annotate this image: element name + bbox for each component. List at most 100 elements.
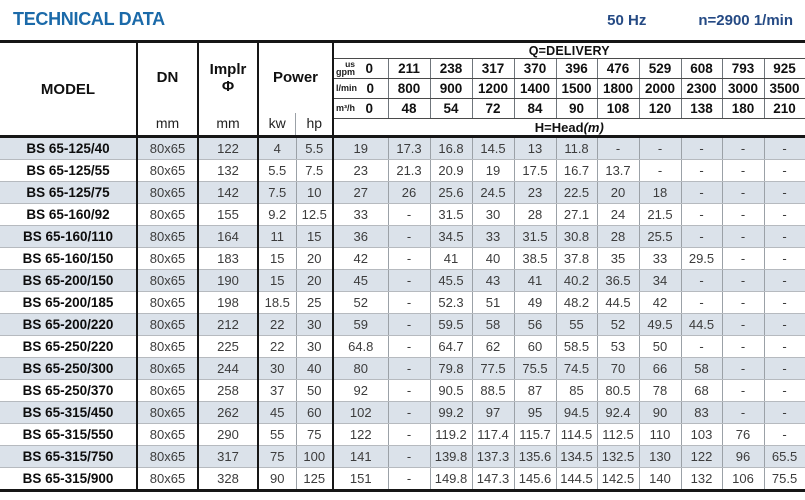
technical-data-table: MODEL DN mm Implr Φ mm Power — [0, 40, 805, 492]
cell-hp: 20 — [295, 247, 334, 270]
cell-implr: 155 — [198, 203, 259, 226]
cell-q0: 102 — [333, 401, 388, 424]
cell-q9: - — [721, 225, 764, 248]
cell-q8: - — [680, 225, 722, 248]
cell-q10: - — [763, 379, 805, 402]
cell-q0: 42 — [333, 247, 388, 270]
frequency-label: 50 Hz — [607, 12, 647, 29]
gpm-value: 317 — [471, 58, 514, 79]
cell-q1: - — [387, 467, 430, 491]
cell-q4: 38.5 — [513, 247, 556, 270]
cell-q9: - — [721, 203, 764, 226]
cell-q3: 40 — [471, 247, 514, 270]
cell-q1: - — [387, 291, 430, 314]
cell-q6: 52 — [596, 313, 639, 336]
cell-q6: 70 — [596, 357, 639, 380]
cell-q2: 90.5 — [429, 379, 472, 402]
cell-q3: 19 — [471, 159, 514, 182]
cell-q1: - — [387, 225, 430, 248]
table-row: BS 65-250/370 80x65 258 37 50 92-90.5 88.5 87 85… — [0, 379, 805, 402]
cell-q7: 50 — [638, 335, 681, 358]
cell-q3: 62 — [471, 335, 514, 358]
cell-q5: 74.5 — [555, 357, 597, 380]
cell-q0: 33 — [333, 203, 388, 226]
cell-q2: 16.8 — [429, 136, 472, 160]
cell-q3: 14.5 — [471, 136, 514, 160]
cell-implr: 328 — [198, 467, 259, 491]
lmin-value: 900 — [429, 78, 472, 99]
table-row: BS 65-160/92 80x65 155 9.2 12.5 33-31.5 30 28 27… — [0, 203, 805, 226]
cell-q5: 40.2 — [555, 269, 597, 292]
cell-q10: - — [763, 291, 805, 314]
cell-q0: 141 — [333, 445, 388, 468]
cell-dn: 80x65 — [137, 445, 199, 468]
cell-model: BS 65-160/110 — [0, 225, 138, 248]
m3h-value: 120 — [638, 98, 681, 119]
cell-kw: 22 — [258, 313, 296, 336]
cell-q5: 27.1 — [555, 203, 597, 226]
cell-q8: 44.5 — [680, 313, 722, 336]
lmin-unit-label: l/min — [336, 83, 358, 93]
cell-q2: 59.5 — [429, 313, 472, 336]
cell-q2: 34.5 — [429, 225, 472, 248]
gpm-row: us gpm 0 211 238 317 370 396 476 529 608 … — [0, 58, 805, 79]
cell-hp: 75 — [295, 423, 334, 446]
cell-q8: - — [680, 136, 722, 160]
cell-dn: 80x65 — [137, 313, 199, 336]
cell-dn: 80x65 — [137, 247, 199, 270]
cell-hp: 5.5 — [295, 136, 334, 160]
cell-q6: 28 — [596, 225, 639, 248]
cell-q1: - — [387, 247, 430, 270]
cell-q4: 23 — [513, 181, 556, 204]
cell-dn: 80x65 — [137, 357, 199, 380]
cell-q6: - — [596, 136, 639, 160]
cell-q3: 30 — [471, 203, 514, 226]
cell-q10: - — [763, 313, 805, 336]
cell-q3: 51 — [471, 291, 514, 314]
cell-q5: 85 — [555, 379, 597, 402]
table-row: BS 65-315/750 80x65 317 75 100 141-139.8 137.3… — [0, 445, 805, 468]
cell-model: BS 65-315/450 — [0, 401, 138, 424]
cell-q4: 95 — [513, 401, 556, 424]
gpm-value: 370 — [513, 58, 556, 79]
cell-implr: 183 — [198, 247, 259, 270]
head-header: H=Head(m) — [333, 118, 805, 138]
cell-q0: 64.8 — [333, 335, 388, 358]
col-header-model: MODEL — [0, 41, 138, 138]
cell-q5: 55 — [555, 313, 597, 336]
cell-q6: 35 — [596, 247, 639, 270]
cell-q8: 122 — [680, 445, 722, 468]
cell-q9: - — [721, 247, 764, 270]
top-right-labels: 50 Hz n=2900 1/min — [607, 12, 793, 29]
cell-hp: 25 — [295, 291, 334, 314]
cell-q4: 28 — [513, 203, 556, 226]
cell-hp: 40 — [295, 357, 334, 380]
cell-q6: 142.5 — [596, 467, 639, 491]
dn-unit: mm — [155, 115, 180, 131]
cell-q1: - — [387, 379, 430, 402]
table-row: BS 65-250/220 80x65 225 22 30 64.8-64.7 62 60 58… — [0, 335, 805, 358]
gpm-value: 608 — [680, 58, 722, 79]
impeller-phi-symbol: Φ — [221, 78, 235, 95]
cell-implr: 258 — [198, 379, 259, 402]
cell-q0: 23 — [333, 159, 388, 182]
cell-q10: - — [763, 203, 805, 226]
cell-q6: 112.5 — [596, 423, 639, 446]
table-row: BS 65-200/220 80x65 212 22 30 59-59.5 58 56 55 52… — [0, 313, 805, 336]
cell-model: BS 65-125/55 — [0, 159, 138, 182]
cell-hp: 50 — [295, 379, 334, 402]
cell-q4: 17.5 — [513, 159, 556, 182]
lmin-value: 3000 — [721, 78, 764, 99]
cell-q8: - — [680, 269, 722, 292]
cell-dn: 80x65 — [137, 225, 199, 248]
power-unit-hp: hp — [295, 113, 332, 135]
cell-model: BS 65-200/220 — [0, 313, 138, 336]
cell-q3: 147.3 — [471, 467, 514, 491]
cell-hp: 125 — [295, 467, 334, 491]
head-unit: (m) — [583, 119, 604, 135]
cell-hp: 12.5 — [295, 203, 334, 226]
cell-q1: - — [387, 335, 430, 358]
cell-q5: 114.5 — [555, 423, 597, 446]
cell-kw: 90 — [270, 471, 285, 486]
cell-q7: 78 — [638, 379, 681, 402]
